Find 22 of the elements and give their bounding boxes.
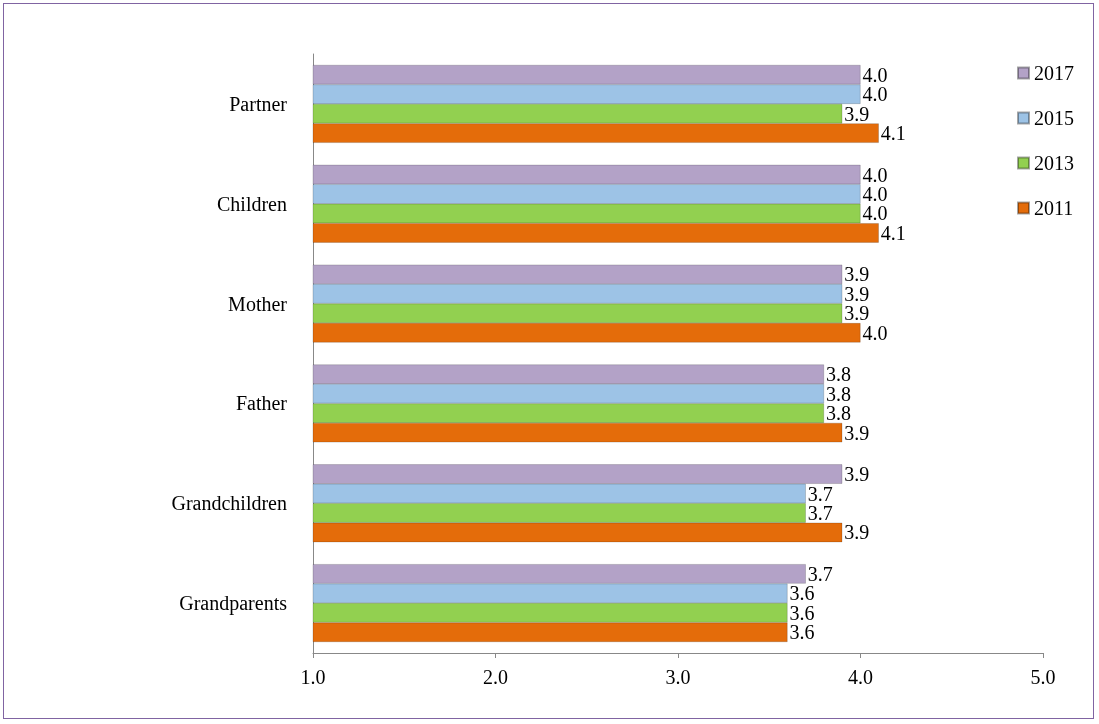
x-tick-label: 5.0	[1030, 666, 1056, 688]
data-label: 3.7	[807, 562, 833, 585]
x-tick-label: 4.0	[848, 666, 873, 688]
y-tick-label: Grandparents	[179, 592, 288, 616]
x-tick-label: 3.0	[665, 666, 691, 688]
y-tick-label: Children	[217, 192, 287, 215]
y-tick-label: Mother	[228, 292, 288, 315]
legend-label: 2011	[1034, 197, 1074, 219]
y-tick-label: Grandchildren	[171, 492, 287, 515]
data-label: 4.0	[862, 63, 888, 86]
data-label: 3.9	[844, 521, 870, 544]
y-tick-label: Partner	[229, 92, 288, 115]
x-tick-label: 2.0	[483, 666, 508, 688]
data-label: 4.1	[880, 122, 906, 145]
legend-label: 2017	[1034, 62, 1074, 84]
data-label: 3.6	[789, 621, 815, 644]
legend-label: 2013	[1034, 152, 1074, 174]
data-label: 3.9	[844, 463, 870, 486]
legend-label: 2015	[1034, 107, 1074, 129]
x-tick-label: 1.0	[300, 666, 326, 688]
y-tick-label: Father	[235, 392, 288, 415]
data-label: 4.0	[862, 163, 888, 186]
